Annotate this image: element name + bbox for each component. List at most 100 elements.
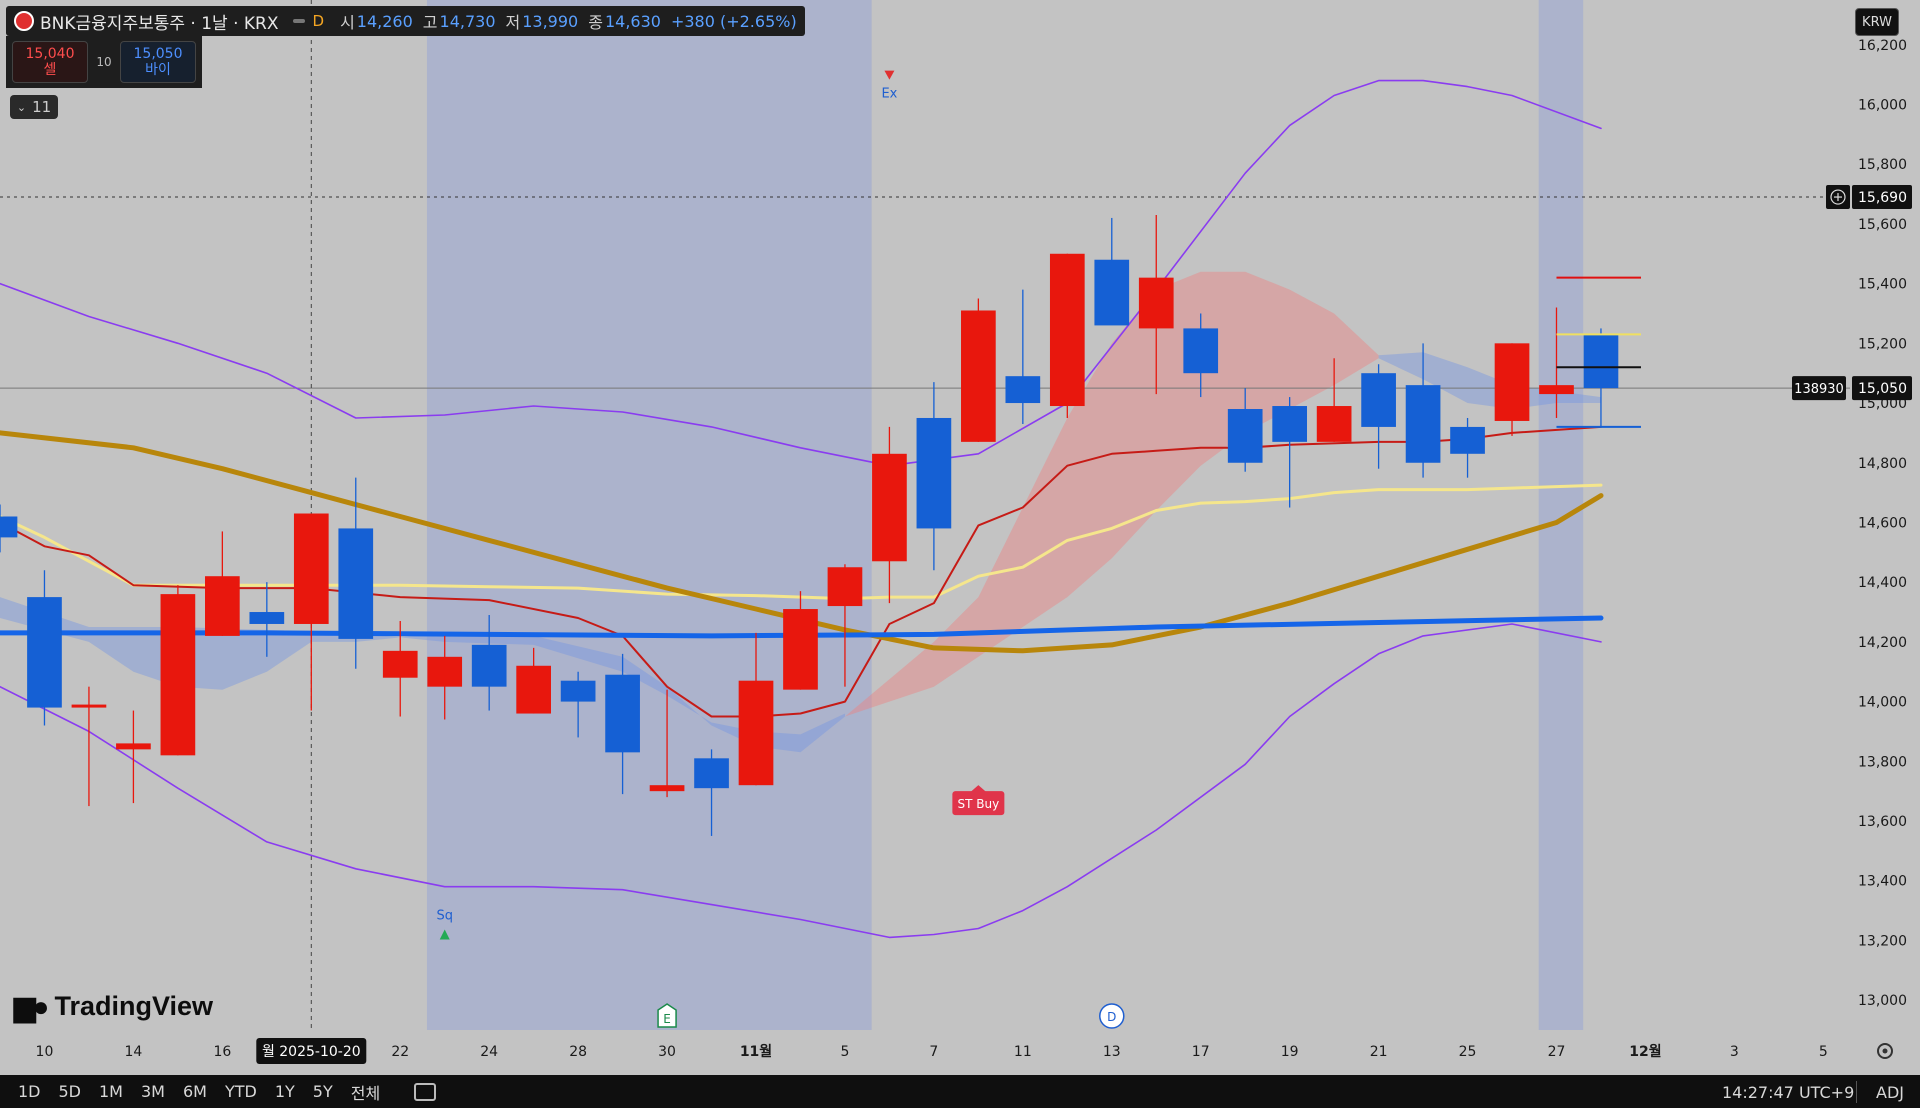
candle[interactable] (827, 564, 863, 687)
candle[interactable] (116, 710, 151, 804)
candle[interactable] (738, 632, 774, 786)
range-all[interactable]: 전체 (350, 1083, 381, 1103)
candle[interactable] (1583, 328, 1619, 427)
candle[interactable] (605, 653, 640, 795)
buy-button[interactable]: 15,050 바이 (120, 41, 196, 83)
candle[interactable] (1494, 343, 1530, 436)
candle-body (649, 785, 685, 792)
adj-toggle[interactable]: ADJ (1876, 1083, 1904, 1102)
high-value: 14,730 (439, 11, 496, 31)
candle[interactable] (293, 513, 329, 711)
settings-gear-icon[interactable] (1877, 1043, 1893, 1059)
x-tick-label[interactable]: 21 (1370, 1044, 1388, 1060)
candle[interactable] (205, 531, 240, 636)
x-tick-label[interactable]: 27 (1548, 1044, 1566, 1060)
x-tick-label[interactable]: 14 (124, 1044, 142, 1060)
candle[interactable] (27, 570, 62, 726)
x-tick-label[interactable]: 11월 (740, 1043, 772, 1060)
x-tick-label[interactable]: 25 (1459, 1044, 1477, 1060)
x-crosshair-date[interactable]: 월 2025-10-20 (256, 1038, 367, 1064)
sell-button[interactable]: 15,040 셀 (12, 41, 88, 83)
candle[interactable] (961, 298, 996, 442)
tradingview-wordmark: TradingView (54, 991, 213, 1021)
x-tick-label[interactable]: 7 (929, 1044, 938, 1060)
candle[interactable] (1138, 214, 1174, 395)
candle[interactable] (0, 504, 18, 553)
x-tick-label[interactable]: 10 (36, 1044, 54, 1060)
candle[interactable] (1361, 364, 1396, 469)
candle[interactable] (471, 615, 507, 711)
y-axis[interactable]: 13,000 13,200 13,400 13,600 13,800 14,000 14,2… (1858, 38, 1907, 1009)
range-5y[interactable]: 5Y (312, 1082, 333, 1101)
x-tick-label[interactable]: 30 (658, 1044, 676, 1060)
range-1d[interactable]: 1D (18, 1082, 41, 1101)
sq-signal: Sq (436, 908, 453, 940)
x-tick-label[interactable]: 3 (1730, 1044, 1739, 1060)
indicators-toggle[interactable]: ⌄ 11 (10, 95, 58, 119)
candle[interactable] (916, 382, 952, 571)
x-tick-label[interactable]: 12월 (1629, 1043, 1661, 1060)
label-pointer-icon (970, 785, 987, 793)
candle[interactable] (427, 635, 463, 720)
range-3m[interactable]: 3M (140, 1082, 165, 1101)
candle[interactable] (1450, 417, 1485, 478)
candle[interactable] (694, 749, 729, 836)
currency-button[interactable]: KRW (1855, 8, 1899, 36)
symbol-title[interactable]: BNK금융지주보통주 · 1날 · KRX (40, 13, 279, 34)
range-6m[interactable]: 6M (182, 1082, 207, 1101)
x-tick-label[interactable]: 19 (1281, 1044, 1299, 1060)
x-tick-label[interactable]: 17 (1192, 1044, 1210, 1060)
x-tick-label[interactable]: 24 (480, 1044, 498, 1060)
x-tick-label[interactable]: 13 (1103, 1044, 1121, 1060)
close-label: 종 (588, 13, 603, 32)
candle[interactable] (1272, 397, 1308, 508)
symbol-code: 138930 (1794, 382, 1844, 397)
goto-date-icon[interactable] (414, 1082, 437, 1101)
candle[interactable] (872, 426, 907, 604)
x-axis[interactable]: 10 14 16 월 2025-10-20 22 24 28 30 11월 5 7 11 13 17 19 2… (36, 1038, 1893, 1064)
price-label-15,050[interactable]: 138930 15,050 (1792, 376, 1912, 401)
x-tick-label[interactable]: 16 (213, 1044, 231, 1060)
candle[interactable] (1183, 313, 1219, 398)
clock[interactable]: 14:27:47 UTC+9 (1722, 1083, 1855, 1102)
candle[interactable] (783, 591, 818, 690)
x-tick-label[interactable]: 11 (1014, 1044, 1032, 1060)
candle[interactable] (160, 585, 196, 756)
y-tick-label: 15,800 (1858, 157, 1907, 173)
x-tick-label[interactable]: 28 (569, 1044, 587, 1060)
candle[interactable] (382, 620, 418, 717)
range-ytd[interactable]: YTD (224, 1082, 257, 1101)
candle[interactable] (71, 686, 107, 807)
candle[interactable] (1005, 289, 1041, 424)
candle[interactable] (1227, 388, 1263, 472)
company-logo-icon (14, 11, 34, 31)
range-1y[interactable]: 1Y (274, 1082, 295, 1101)
candle[interactable] (649, 689, 685, 798)
candle[interactable] (560, 671, 596, 738)
symbol-legend[interactable]: BNK금융지주보통주 · 1날 · KRX D 시 14,260 고 14,730 … (6, 6, 805, 36)
order-quantity[interactable]: 10 (96, 55, 112, 69)
candle[interactable] (249, 582, 285, 657)
candle[interactable] (1049, 253, 1085, 418)
candle[interactable] (516, 647, 551, 714)
dividend-event[interactable]: D (1099, 1003, 1125, 1029)
range-5d[interactable]: 5D (58, 1082, 82, 1101)
signal-label: Ex (881, 87, 897, 102)
x-tick-label[interactable]: 5 (840, 1044, 849, 1060)
candles[interactable] (0, 214, 1619, 836)
candle[interactable] (1405, 343, 1441, 478)
candle[interactable] (1094, 217, 1130, 326)
collapse-icon[interactable] (292, 19, 305, 23)
candle-body (872, 453, 907, 562)
candle[interactable] (1316, 358, 1352, 442)
x-tick-label[interactable]: 5 (1819, 1044, 1828, 1060)
range-1m[interactable]: 1M (99, 1082, 123, 1101)
earnings-event[interactable]: E (657, 1003, 677, 1028)
tradingview-logo[interactable]: ▆● TradingView (14, 990, 213, 1023)
candle-body (1094, 259, 1130, 326)
candle[interactable] (338, 477, 374, 669)
price-label-15,690[interactable]: 15,690 (1826, 185, 1912, 210)
candle[interactable] (1539, 307, 1574, 418)
x-tick-label[interactable]: 22 (391, 1044, 409, 1060)
